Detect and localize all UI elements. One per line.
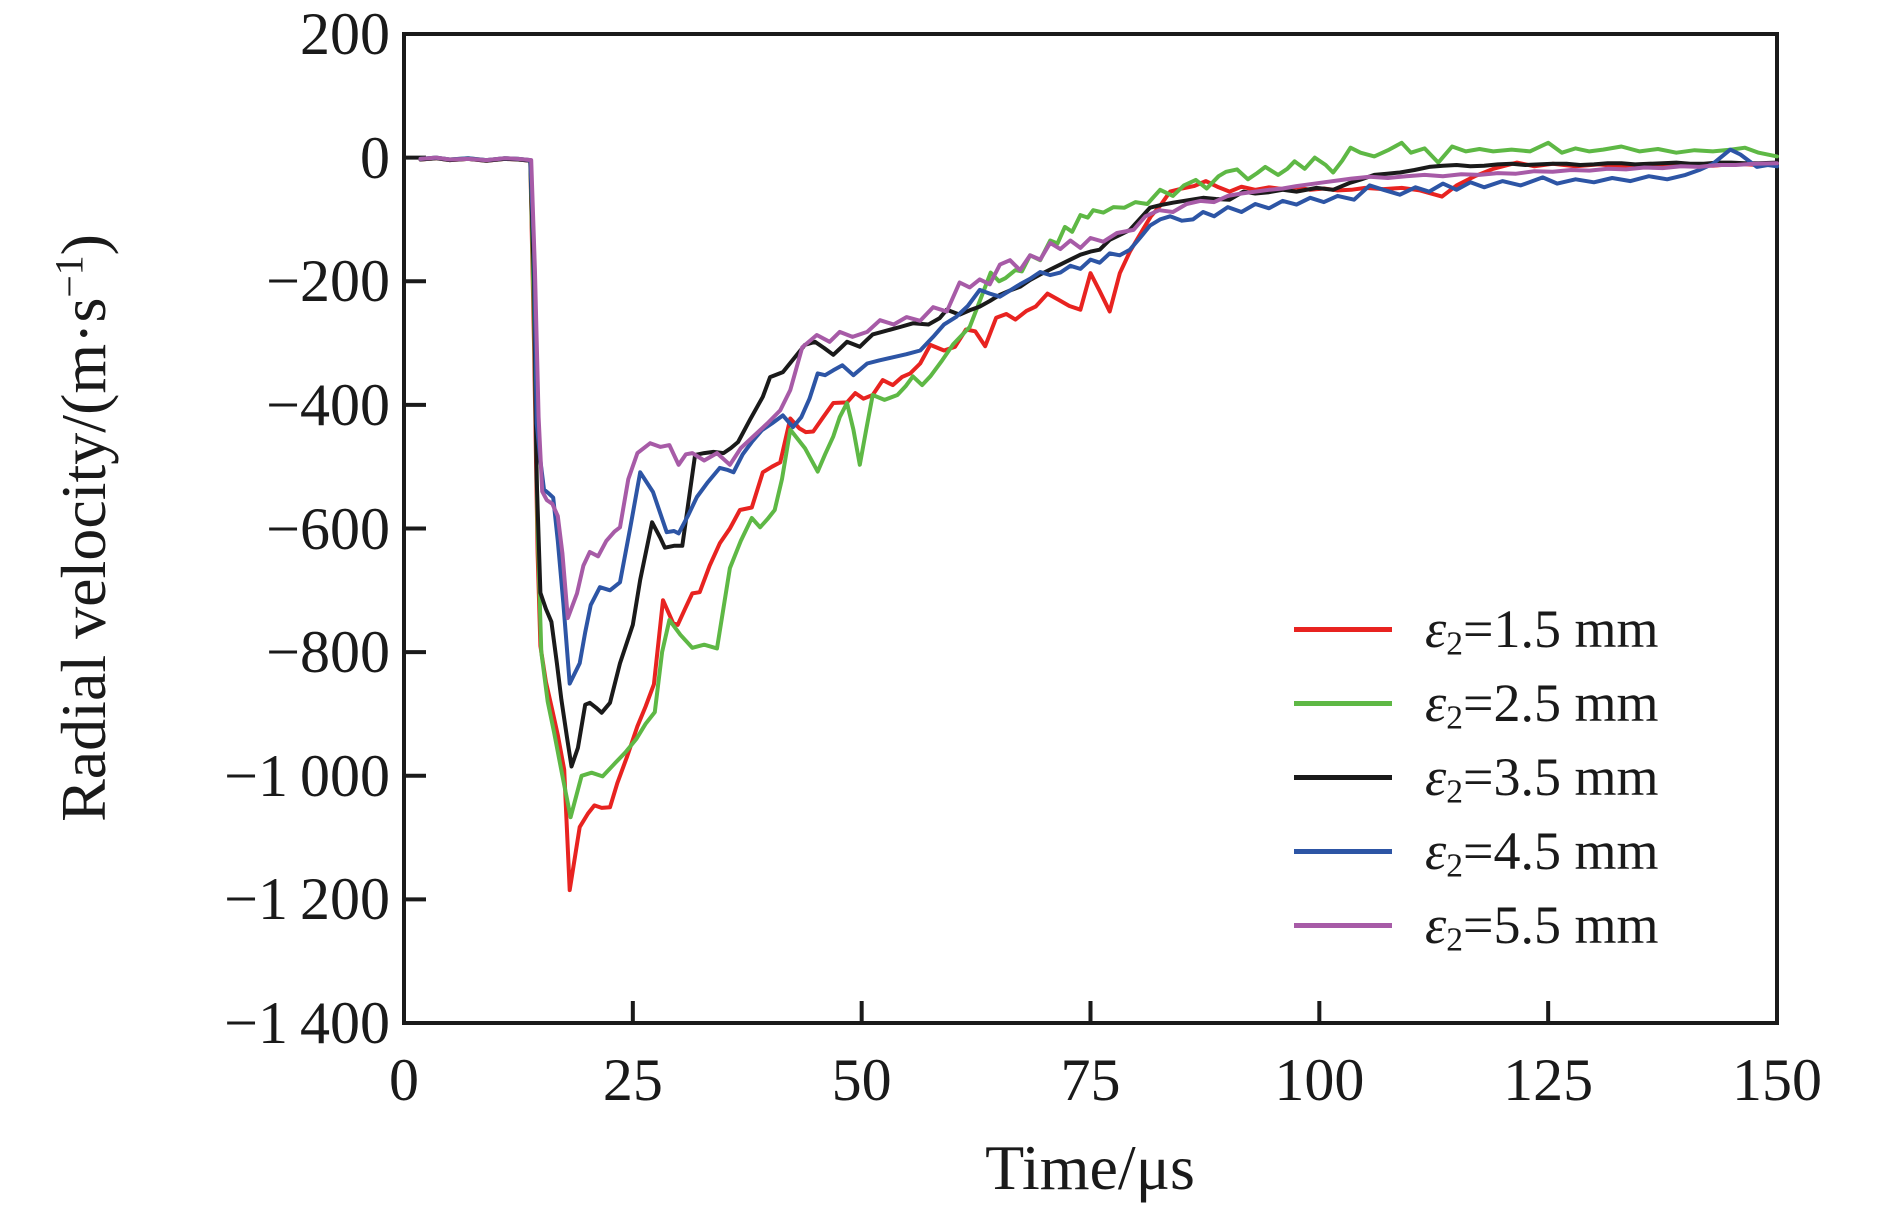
y-tick-label: 0 [360,124,390,191]
legend-value: =2.5 mm [1463,673,1659,733]
epsilon-symbol: ε [1425,821,1447,881]
series-line-eps2-2.5mm [418,140,1779,820]
y-tick-label: −200 [266,248,390,315]
x-tick-label: 125 [1503,1047,1594,1113]
legend-item-eps2-5.5mm: ε2=5.5 mm [1294,888,1658,962]
legend-value: =3.5 mm [1463,747,1659,807]
legend-label: ε2=2.5 mm [1425,673,1659,735]
legend-item-eps2-3.5mm: ε2=3.5 mm [1294,740,1658,814]
y-axis-title-text: Radial velocity/(m·s [48,297,119,822]
series-line-eps2-3.5mm [418,156,1779,769]
epsilon-symbol: ε [1425,673,1447,733]
epsilon-symbol: ε [1425,599,1447,659]
y-tick-label: −400 [266,371,390,438]
x-tick-label: 100 [1274,1047,1365,1113]
legend-swatch-line [1294,848,1392,854]
x-tick-label: 75 [1060,1047,1121,1113]
legend-value: =5.5 mm [1463,895,1659,955]
legend: ε2=1.5 mm ε2=2.5 mm ε2=3.5 mm ε2=4.5 mm ε2=5… [1294,592,1658,962]
legend-swatch-line [1294,922,1392,928]
y-tick-label: 200 [300,1,390,67]
y-tick-label: −1 400 [224,990,390,1056]
epsilon-subscript: 2 [1446,847,1464,885]
series-line-eps2-4.5mm [418,147,1779,686]
legend-swatch-line [1294,700,1392,706]
legend-item-eps2-1.5mm: ε2=1.5 mm [1294,592,1658,666]
epsilon-symbol: ε [1425,747,1447,807]
epsilon-subscript: 2 [1446,921,1464,959]
x-axis-title: Time/μs [985,1132,1195,1203]
x-tick-label: 0 [389,1047,419,1113]
legend-label: ε2=5.5 mm [1425,895,1659,957]
legend-label: ε2=3.5 mm [1425,747,1659,809]
legend-swatch-line [1294,774,1392,780]
legend-label: ε2=1.5 mm [1425,599,1659,661]
y-axis-title: Radial velocity/(m·s−1) [48,234,119,822]
legend-value: =4.5 mm [1463,821,1659,881]
epsilon-subscript: 2 [1446,773,1464,811]
x-tick-label: 25 [602,1047,663,1113]
legend-value: =1.5 mm [1463,599,1659,659]
y-tick-label: −1 000 [224,742,390,809]
epsilon-subscript: 2 [1446,625,1464,663]
legend-item-eps2-4.5mm: ε2=4.5 mm [1294,814,1658,888]
legend-swatch-line [1294,626,1392,632]
y-tick-label: −600 [266,495,390,562]
y-axis-title-close: ) [48,234,119,256]
y-tick-label: −1 200 [224,866,390,933]
legend-label: ε2=4.5 mm [1425,821,1659,883]
y-axis-title-superscript: −1 [47,255,92,298]
plot-frame [402,32,1779,1025]
y-tick-label: −800 [266,619,390,686]
x-tick-label: 50 [831,1047,892,1113]
series-line-eps2-5.5mm [418,155,1779,621]
epsilon-symbol: ε [1425,895,1447,955]
epsilon-subscript: 2 [1446,699,1464,737]
x-tick-label: 150 [1732,1047,1822,1113]
legend-item-eps2-2.5mm: ε2=2.5 mm [1294,666,1658,740]
